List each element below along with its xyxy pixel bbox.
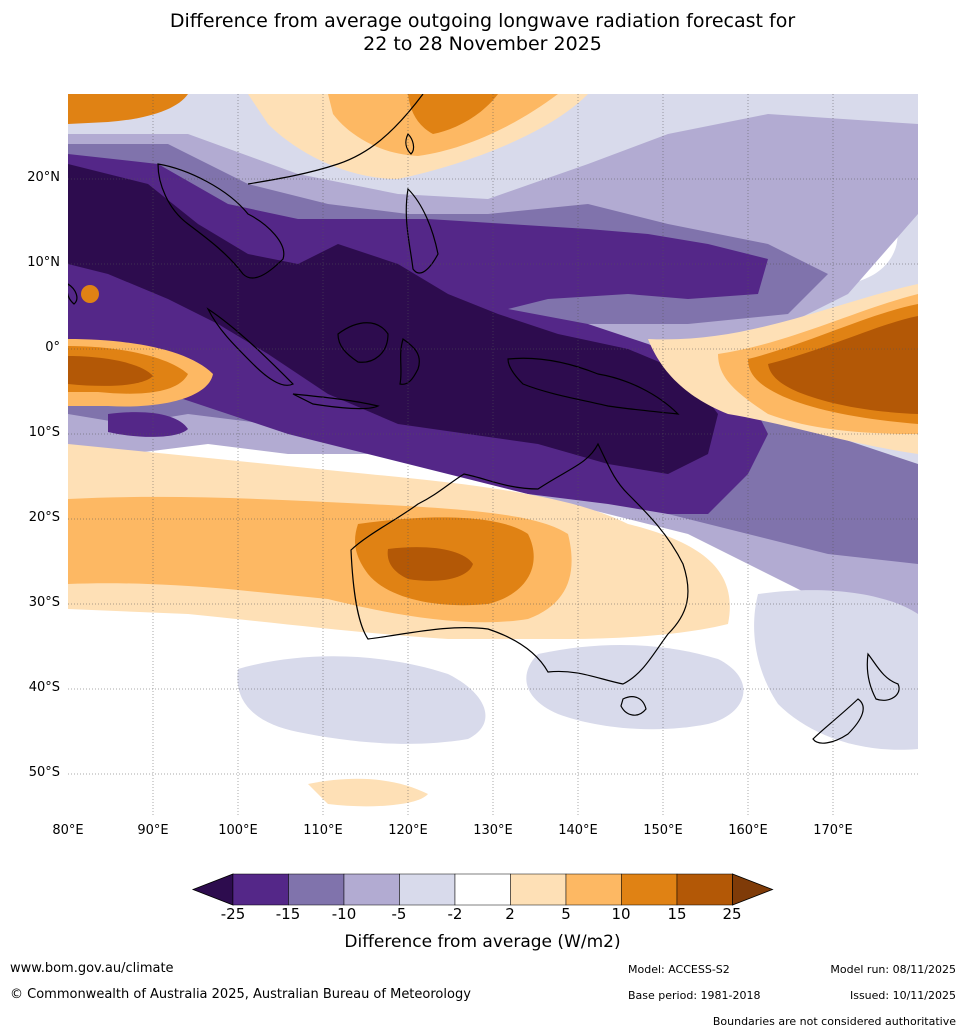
- colorbar-cell-10-15: [621, 873, 678, 906]
- java-coastline: [292, 393, 380, 410]
- tasmania-coastline: [620, 696, 647, 716]
- website-link[interactable]: www.bom.gov.au/climate: [10, 961, 174, 976]
- sumatra-coastline: [206, 307, 295, 386]
- lat-label-0: 0°: [45, 340, 60, 355]
- lat-label-10s: 10°S: [28, 425, 60, 440]
- model-run-date: Model run: 08/11/2025: [830, 963, 956, 976]
- lat-label-30s: 30°S: [28, 595, 60, 610]
- china-coastline: [247, 94, 424, 185]
- new-zealand-north-coastline: [866, 652, 900, 701]
- colorbar-tick-2: 2: [505, 905, 515, 923]
- anomaly-positive-china-strong: [408, 94, 498, 134]
- lon-label-80e: 80°E: [52, 823, 84, 838]
- anomaly-positive-australia-strong: [387, 547, 473, 581]
- lon-label-120e: 120°E: [388, 823, 428, 838]
- anomaly-core-darkest-purple: [68, 164, 718, 474]
- lon-label-110e: 110°E: [303, 823, 343, 838]
- philippines-coastline: [405, 187, 439, 274]
- issued-date: Issued: 10/11/2025: [849, 989, 956, 1002]
- lat-label-40s: 40°S: [28, 680, 60, 695]
- colorbar-tick-m2: -2: [447, 905, 463, 923]
- model-name: Model: ACCESS-S2: [628, 963, 730, 976]
- colorbar-tick-m10: -10: [331, 905, 357, 923]
- lon-label-160e: 160°E: [728, 823, 768, 838]
- colorbar-cell-gt-25: [732, 873, 774, 906]
- anomaly-negative-tasman-sea: [754, 590, 918, 750]
- colorbar-cell-lt-25: [191, 873, 234, 906]
- anomaly-positive-bay-of-bengal: [68, 94, 188, 124]
- australia-coastline: [350, 442, 689, 685]
- anomaly-positive-far-south: [308, 778, 428, 807]
- lat-label-20s: 20°S: [28, 510, 60, 525]
- colorbar-cell-10-5: [343, 873, 400, 906]
- anomaly-positive-central-pacific-strongest: [768, 316, 918, 414]
- title-line-1: Difference from average outgoing longwav…: [169, 10, 796, 32]
- copyright-notice: © Commonwealth of Australia 2025, Austra…: [10, 987, 471, 1002]
- colorbar-cell-2-2: [454, 873, 511, 906]
- lon-label-150e: 150°E: [643, 823, 683, 838]
- colorbar-title: Difference from average (W/m2): [344, 932, 621, 952]
- colorbar-cell-5-2: [399, 873, 456, 906]
- new-zealand-south-coastline: [812, 698, 864, 744]
- colorbar-cell-15-25: [676, 873, 733, 906]
- new-guinea-coastline: [507, 357, 680, 415]
- lat-label-20n: 20°N: [27, 170, 60, 185]
- anomaly-negative-southern-ocean-tasmania: [526, 644, 744, 730]
- lon-label-170e: 170°E: [813, 823, 853, 838]
- colorbar-tick-m25: -25: [220, 905, 246, 923]
- indochina-coastline: [157, 163, 285, 279]
- lat-label-10n: 10°N: [27, 255, 60, 270]
- anomaly-tongue-western-indian-ocean: [108, 412, 188, 437]
- colorbar-cell-2-5: [510, 873, 567, 906]
- sri-lanka-coastline: [68, 283, 78, 305]
- coastlines: [68, 94, 900, 744]
- colorbar-tick-15: 15: [667, 905, 687, 923]
- colorbar-cell-15-10: [288, 873, 345, 906]
- lon-label-90e: 90°E: [137, 823, 169, 838]
- base-period: Base period: 1981-2018: [628, 989, 761, 1002]
- title-line-2: 22 to 28 November 2025: [363, 33, 602, 55]
- colorbar-tick-10: 10: [611, 905, 631, 923]
- taiwan-coastline: [405, 132, 415, 155]
- colorbar-tick-25: 25: [722, 905, 742, 923]
- colorbar-cell-5-10: [565, 873, 622, 906]
- anomaly-negative-southern-ocean-west: [237, 656, 486, 744]
- anomaly-positive-small-spot: [81, 285, 99, 303]
- colorbar-cell-25-15: [232, 873, 289, 906]
- colorbar-tick-m15: -15: [275, 905, 301, 923]
- anomaly-positive-western-indian-ocean-strong: [68, 356, 153, 386]
- sulawesi-coastline: [399, 338, 420, 385]
- borneo-coastline: [337, 322, 389, 363]
- lon-label-130e: 130°E: [473, 823, 513, 838]
- boundaries-disclaimer: Boundaries are not considered authoritat…: [712, 1015, 956, 1028]
- map-title: Difference from average outgoing longwav…: [0, 10, 965, 56]
- lon-label-100e: 100°E: [218, 823, 258, 838]
- colorbar: [191, 873, 774, 906]
- graticule: [68, 94, 918, 817]
- colorbar-tick-5: 5: [561, 905, 571, 923]
- olr-anomaly-map: [68, 94, 918, 817]
- colorbar-tick-m5: -5: [391, 905, 407, 923]
- lon-label-140e: 140°E: [558, 823, 598, 838]
- lat-label-50s: 50°S: [28, 765, 60, 780]
